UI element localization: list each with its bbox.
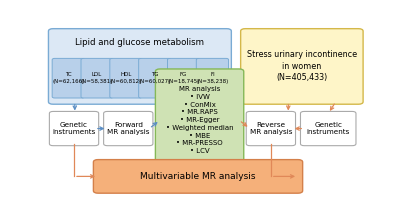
Text: Genetic
instruments: Genetic instruments	[306, 122, 350, 135]
FancyBboxPatch shape	[104, 111, 153, 146]
FancyBboxPatch shape	[155, 69, 244, 171]
FancyBboxPatch shape	[300, 111, 356, 146]
Text: Multivariable MR analysis: Multivariable MR analysis	[140, 172, 256, 181]
Text: Reverse
MR analysis: Reverse MR analysis	[250, 122, 292, 135]
Text: Forward
MR analysis: Forward MR analysis	[107, 122, 150, 135]
FancyBboxPatch shape	[52, 58, 84, 98]
Text: FG
(N=18,745): FG (N=18,745)	[168, 73, 200, 84]
FancyBboxPatch shape	[49, 111, 99, 146]
Text: Lipid and glucose metabolism: Lipid and glucose metabolism	[76, 38, 204, 47]
FancyBboxPatch shape	[94, 160, 303, 193]
Text: TG
(N=60,027): TG (N=60,027)	[139, 73, 171, 84]
FancyBboxPatch shape	[246, 111, 296, 146]
FancyBboxPatch shape	[48, 29, 231, 104]
Text: Genetic
instruments: Genetic instruments	[52, 122, 96, 135]
Text: Stress urinary incontinence
in women
(N=405,433): Stress urinary incontinence in women (N=…	[247, 51, 357, 82]
FancyBboxPatch shape	[241, 29, 363, 104]
Text: HDL
(N=60,812): HDL (N=60,812)	[110, 73, 142, 84]
FancyBboxPatch shape	[168, 58, 200, 98]
Text: FI
(N=38,238): FI (N=38,238)	[196, 73, 228, 84]
FancyBboxPatch shape	[81, 58, 113, 98]
FancyBboxPatch shape	[196, 58, 228, 98]
FancyBboxPatch shape	[110, 58, 142, 98]
Text: MR analysis
• IVW
• ConMix
• MR.RAPS
• MR-Egger
• Weighted median
• MBE
• MR-PRE: MR analysis • IVW • ConMix • MR.RAPS • M…	[166, 86, 233, 154]
Text: LDL
(N=58,381): LDL (N=58,381)	[81, 73, 113, 84]
Text: TC
(N=62,166): TC (N=62,166)	[52, 73, 84, 84]
FancyBboxPatch shape	[139, 58, 171, 98]
